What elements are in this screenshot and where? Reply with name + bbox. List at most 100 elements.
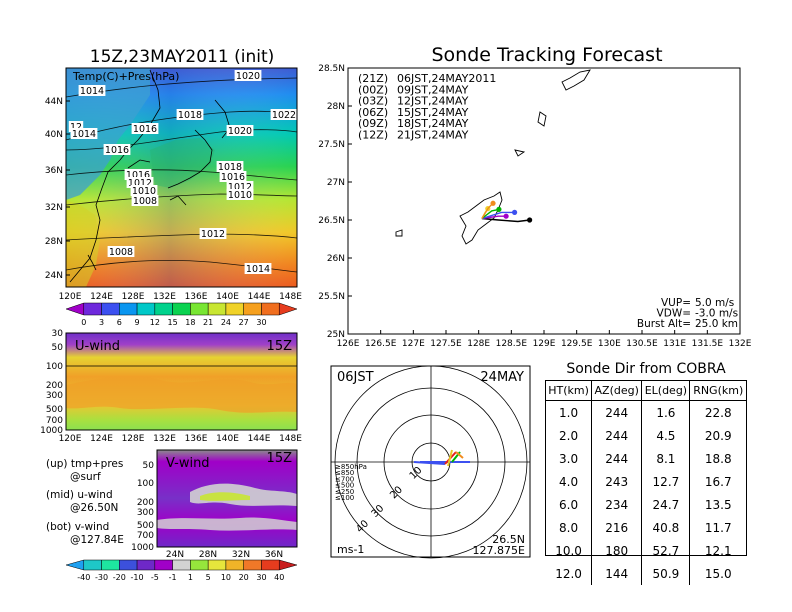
isobar-label-bg (68, 121, 84, 132)
isobar-label: 1014 (80, 86, 104, 97)
continent-shape (66, 68, 150, 200)
map-lat-tick-label: 40N (45, 130, 63, 140)
v-wind-x-tick-label: 36N (265, 550, 283, 560)
isobar-label: 1018 (218, 162, 242, 173)
map-lat-tick-label: 36N (45, 166, 63, 176)
temp-colorbar-swatch (119, 302, 138, 316)
table-row: 3.0 244 8.1 18.8 (546, 447, 746, 470)
track-lon-tick-label: 129.5E (561, 339, 593, 349)
isobar-label: 1018 (178, 110, 202, 121)
wind-colorbar-label: -30 (95, 573, 108, 582)
south-china-shape (66, 200, 100, 287)
island-kume (395, 229, 403, 237)
wind-colorbar-label: 40 (274, 573, 284, 582)
sonde-dir-body: 1.0 244 1.6 22.8 2.0 244 4.5 20.9 3.0 244 8.1 18.8 4… (546, 400, 746, 585)
wind-colorbar-swatch (154, 559, 173, 571)
isobar-label: 1010 (228, 190, 252, 201)
polar-level-label: ≤500 (335, 482, 354, 490)
map-lon-ticks: 120E 124E 128E 132E 136E 140E 144E 148E (59, 292, 303, 302)
u-wind-y-tick-label: 200 (46, 381, 63, 391)
polar-level-label: ≤100 (335, 494, 354, 502)
temp-colorbar-swatch (101, 302, 120, 316)
track-legend-text: 06JST,24MAY2011 (397, 72, 496, 85)
track-legend-text: 15JST,24MAY (397, 106, 469, 119)
u-wind-x-tick-label: 136E (185, 434, 208, 444)
island-tokunoshima (537, 111, 547, 127)
map-label: Temp(C)+Pres(hPa) (72, 70, 179, 83)
track-lon-tick-label: 132E (729, 339, 752, 349)
u-wind-y-tick-label: 100 (46, 362, 63, 372)
isobar-label: 1016 (133, 124, 157, 135)
isobar-label: 1012 (128, 178, 152, 189)
u-wind-y-tick-label: 300 (46, 391, 63, 401)
temp-colorbar: 0 3 6 9 12 15 18 21 24 27 30 (65, 302, 298, 327)
track-endpoint (511, 209, 518, 215)
table-row: 1.0 244 1.6 22.8 (546, 400, 746, 424)
polar-unit: ms-1 (337, 543, 364, 556)
isobar-label: 1012 (201, 229, 225, 240)
table-cell: 8.1 (641, 447, 690, 470)
isobar-label-bg (216, 161, 244, 172)
track-legend-text: 21JST,24MAY (397, 129, 469, 142)
track-lon-tick-label: 126.5E (365, 339, 397, 349)
isobar-label: 1010 (132, 186, 156, 197)
track-legend-code: (12Z) (358, 129, 388, 142)
map-lat-ticks: 44N 40N 36N 32N 28N 24N (45, 97, 70, 281)
polar-level-label: ≥850hPa (335, 463, 367, 471)
v-wind-time: 15Z (267, 451, 293, 466)
table-cell: 243 (591, 470, 642, 493)
u-wind-x-tick-label: 128E (122, 434, 145, 444)
track-legend-text: 09JST,24MAY (397, 83, 469, 96)
table-cell: 244 (591, 400, 642, 424)
polar-level-label: ≤250 (335, 488, 354, 496)
legend-note-sub: @26.50N (70, 502, 118, 514)
track-endpoint (527, 217, 533, 223)
table-cell: 12.7 (641, 470, 690, 493)
track-info-key: Burst Alt= (637, 318, 691, 330)
wind-colorbar-swatch (119, 559, 138, 571)
track-lon-tick-label: 127.5E (430, 339, 462, 349)
legend-note-sub: @surf (70, 471, 101, 483)
track-endpoint (503, 213, 509, 219)
track-lat-ticks: 28.5N 28N 27.5N 27N 26.5N 26N 25.5N 25N (318, 64, 352, 340)
isobar-label: 1008 (133, 196, 157, 207)
map-lon-tick-label: 120E (59, 292, 82, 302)
table-cell: 13.5 (689, 493, 746, 516)
isobar-label: 1016 (126, 170, 150, 181)
u-wind-label: U-wind (75, 339, 120, 354)
table-cell: 244 (591, 447, 642, 470)
track-legend-code: (06Z) (358, 106, 388, 119)
temp-colorbar-label: 3 (99, 318, 104, 327)
table-cell: 52.7 (641, 539, 690, 562)
map-lat-tick-label: 44N (45, 97, 63, 107)
legend-note-line: (mid) u-wind (46, 489, 113, 501)
isobar-label: 1020 (228, 126, 252, 137)
isobar-label-bg (226, 181, 254, 192)
isobar-label: 1016 (221, 172, 245, 183)
track-lon-ticks: 126E 126.5E 127E 127.5E 128E 128.5E 129E 129.5E… (337, 330, 752, 349)
track-lines (481, 200, 533, 223)
v-wind-y-tick-label: 700 (137, 531, 154, 541)
table-cell: 11.7 (689, 516, 746, 539)
isobar-label: 1020 (236, 71, 260, 82)
isobar-label-bg (176, 109, 204, 120)
polar-lat: 26.5N (492, 533, 525, 546)
temp-colorbar-swatch (190, 302, 209, 316)
wind-colorbar-swatch (190, 559, 209, 571)
temp-colorbar-label: 30 (256, 318, 266, 327)
track-info-value: 5.0 m/s (695, 297, 734, 309)
track-legend-code: (21Z) (358, 72, 388, 85)
table-cell: 15.0 (689, 562, 746, 585)
u-wind-x-tick-label: 144E (248, 434, 271, 444)
wind-colorbar-label: 10 (221, 573, 231, 582)
sonde-dir-column-header: RNG(km) (689, 381, 746, 401)
table-row: 12.0 144 50.9 15.0 (546, 562, 746, 585)
table-cell: 144 (591, 562, 642, 585)
wind-colorbar: -40 -30 -20 -10 -5 -1 1 5 10 20 30 40 (65, 559, 298, 582)
temp-colorbar-swatch (278, 302, 298, 316)
u-wind-x-ticks: 120E 124E 128E 132E 136E 140E 144E 148E (59, 434, 303, 444)
